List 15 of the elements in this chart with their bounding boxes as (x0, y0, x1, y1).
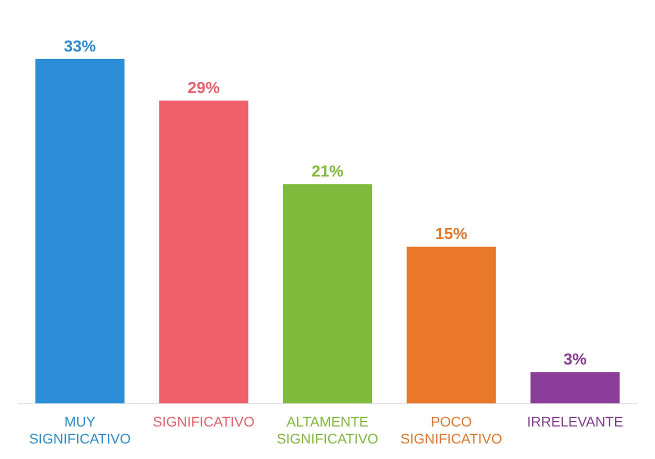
bar (282, 184, 372, 404)
bar (159, 100, 248, 404)
bar (406, 246, 496, 404)
x-tick-label: SIGNIFICATIVO (152, 414, 255, 430)
x-tick-label: IRRELEVANTE (526, 414, 624, 430)
bar (35, 58, 124, 404)
data-label: 33% (64, 38, 96, 56)
bar (530, 372, 620, 404)
x-tick-label: POCO SIGNIFICATIVO (400, 414, 502, 446)
data-label: 15% (435, 226, 468, 244)
data-label: 29% (188, 80, 220, 98)
data-label: 21% (311, 164, 344, 181)
x-tick-label: MUY SIGNIFICATIVO (29, 414, 131, 446)
x-tick-label: ALTAMENTE SIGNIFICATIVO (276, 414, 378, 446)
data-label: 3% (564, 351, 587, 368)
